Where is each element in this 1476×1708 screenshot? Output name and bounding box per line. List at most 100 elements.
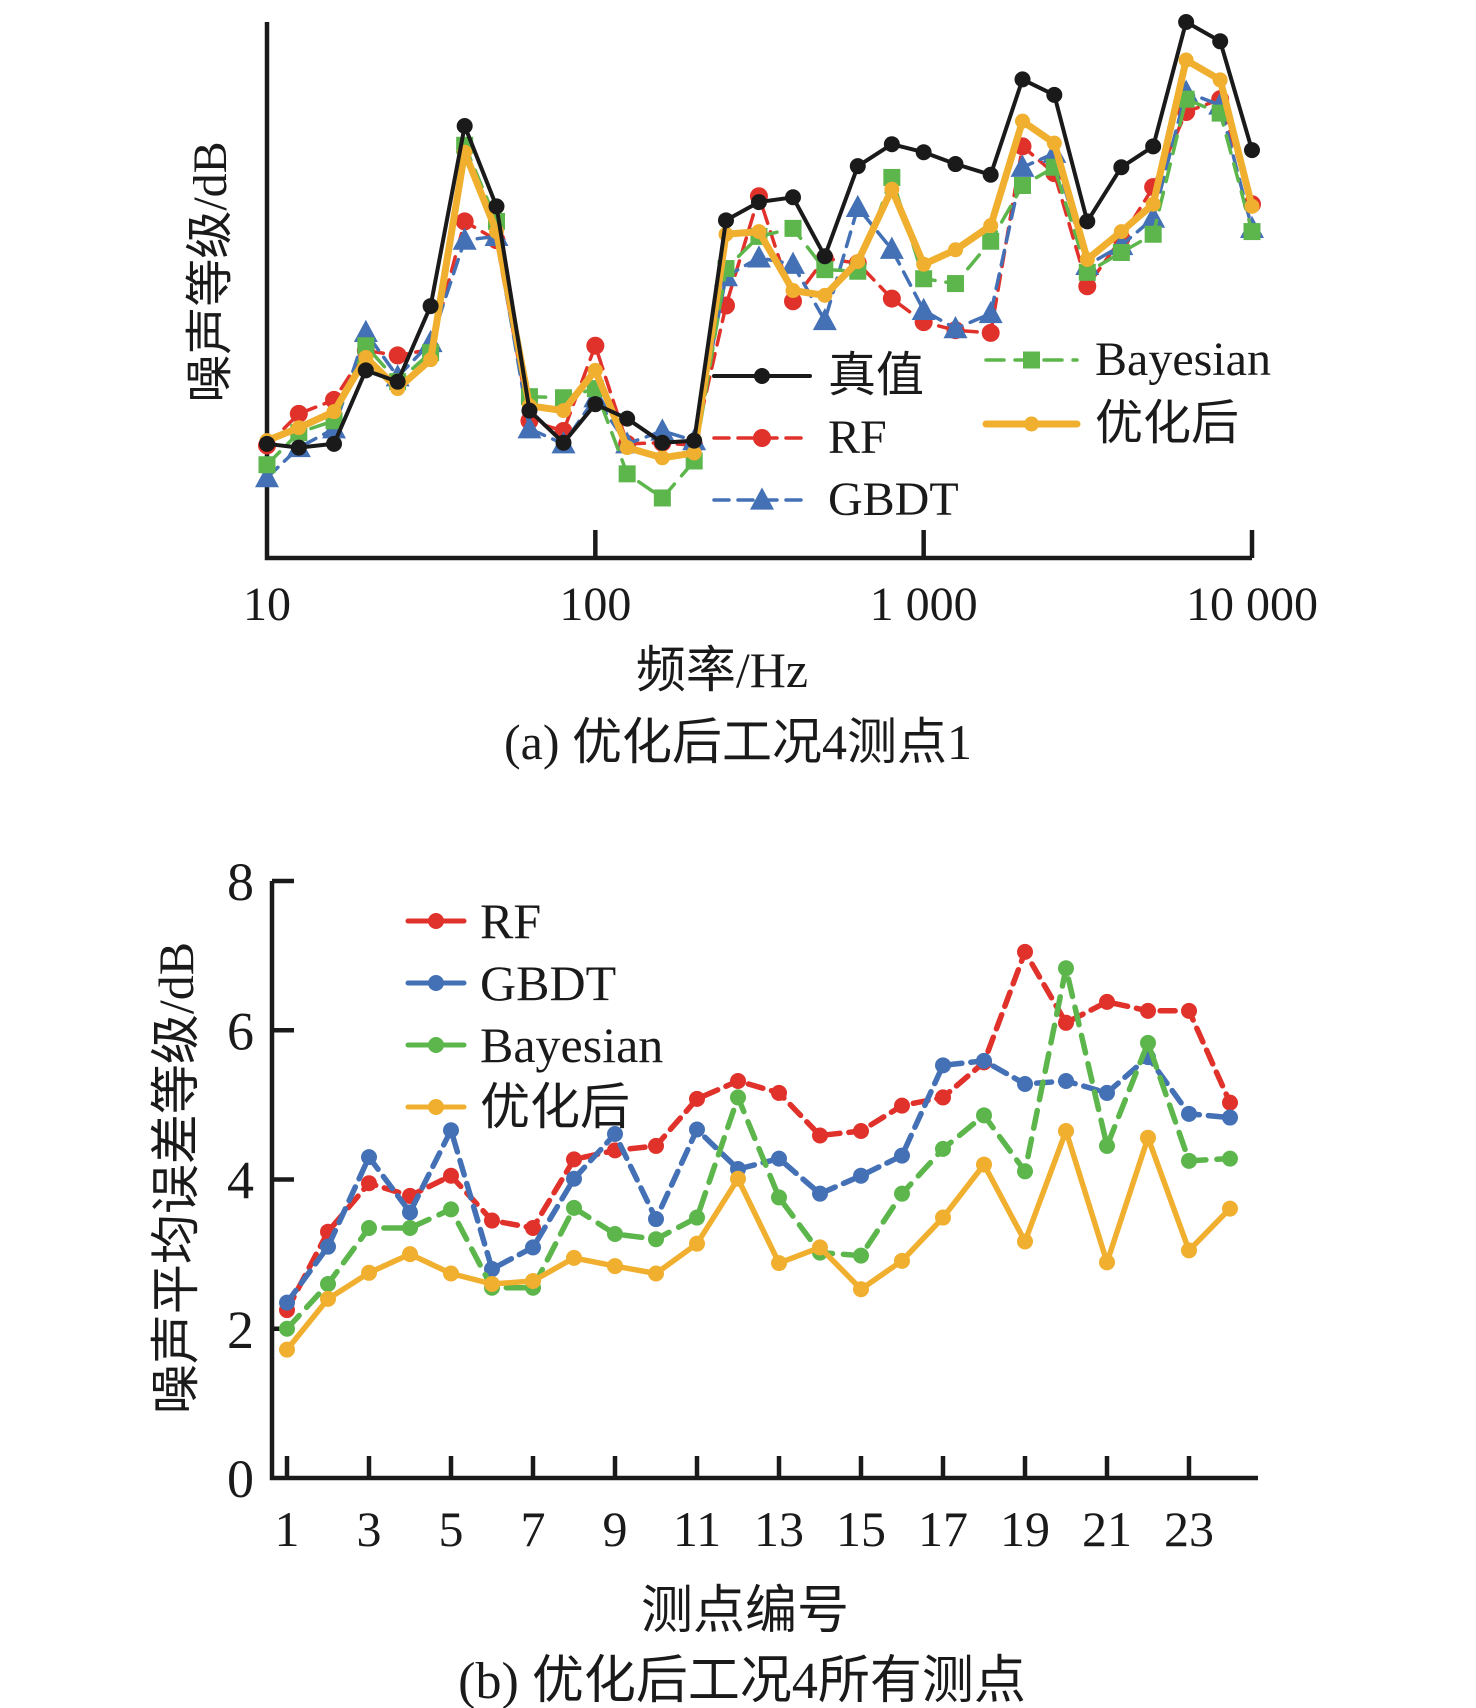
series-GBDT-marker [976, 1052, 992, 1069]
series-RF-marker [784, 292, 803, 311]
series-GBDT-marker [943, 315, 968, 339]
series-Bayesian-marker [771, 1189, 787, 1206]
series-真值-marker [1212, 33, 1229, 50]
legend-label: GBDT [828, 473, 959, 526]
series-优化后-marker [689, 1235, 705, 1252]
series-真值-marker [587, 396, 604, 413]
series-优化后-marker [983, 218, 999, 234]
panel-b-y-tick-label: 6 [227, 1001, 254, 1061]
series-RF-marker [1181, 1002, 1197, 1019]
legend-item-优化后: 优化后 [405, 1079, 663, 1135]
series-Bayesian-marker [1099, 1137, 1115, 1154]
series-Bayesian-marker [1112, 243, 1130, 261]
legend-item-Bayesian: Bayesian [984, 336, 1271, 384]
series-优化后-marker [894, 1252, 910, 1269]
series-GBDT-marker [525, 1239, 541, 1256]
legend-label: 优化后 [480, 1079, 630, 1135]
series-GBDT-marker [650, 418, 675, 441]
panel-a-x-axis-label: 频率/Hz [635, 642, 809, 698]
series-GBDT-marker [648, 1211, 664, 1228]
series-GBDT-marker [402, 1204, 418, 1221]
series-Bayesian-marker [894, 1185, 910, 1202]
series-优化后-marker [648, 1265, 664, 1282]
series-优化后-marker [1140, 1129, 1156, 1146]
series-RF-marker [484, 1212, 500, 1229]
series-GBDT-marker [978, 300, 1003, 324]
series-优化后-marker [884, 181, 900, 197]
panel-a-x-tick-label: 100 [559, 578, 631, 631]
panel-a-legend-column-1: 真值 RF GBDT [712, 352, 959, 524]
series-优化后-marker [443, 1265, 459, 1282]
series-优化后-marker [1099, 1254, 1115, 1271]
series-Bayesian-marker [946, 275, 964, 293]
panel-b-x-tick-label: 1 [275, 1501, 300, 1557]
series-优化后-marker [785, 283, 801, 299]
series-优化后-marker [1145, 196, 1161, 212]
legend-label: Bayesian [480, 1017, 664, 1073]
series-Bayesian-marker [1177, 90, 1195, 108]
series-优化后-marker [771, 1255, 787, 1272]
series-优化后-marker [947, 242, 963, 258]
panel-b-x-tick-label: 15 [836, 1501, 886, 1557]
series-RF-marker [812, 1127, 828, 1144]
series-真值-marker [1046, 86, 1063, 103]
series-GBDT-marker [746, 245, 771, 268]
panel-b-x-tick-label: 11 [673, 1501, 721, 1557]
series-Bayesian-marker [618, 465, 636, 483]
series-优化后-marker [1058, 1122, 1074, 1139]
series-Bayesian-marker [935, 1140, 951, 1157]
series-GBDT-marker [812, 307, 837, 331]
series-RF-marker [1140, 1002, 1156, 1019]
legend-marker-sample [428, 913, 444, 929]
legend-item-真值: 真值 [712, 352, 959, 400]
legend-item-Bayesian: Bayesian [405, 1017, 664, 1073]
series-优化后-marker [1222, 1200, 1238, 1217]
legend-item-GBDT: GBDT [405, 958, 663, 1008]
series-Bayesian-marker [357, 337, 375, 355]
series-Bayesian-marker [915, 270, 933, 288]
series-优化后-marker [484, 1275, 500, 1292]
series-优化后-marker [976, 1156, 992, 1173]
series-优化后-marker [654, 450, 670, 466]
series-真值-marker [555, 434, 572, 451]
series-RF-marker [443, 1167, 459, 1184]
series-GBDT-marker [1010, 154, 1035, 177]
series-GBDT-marker [1058, 1072, 1074, 1089]
series-RF-marker [455, 212, 474, 231]
series-GBDT-marker [1017, 1075, 1033, 1092]
panel-b-x-tick-label: 13 [754, 1501, 804, 1557]
series-优化后-line [284, 1128, 1233, 1353]
series-真值-marker [290, 439, 307, 456]
series-真值-marker [521, 402, 538, 419]
series-Bayesian-marker [1181, 1152, 1197, 1169]
series-Bayesian-marker [976, 1107, 992, 1124]
series-优化后-marker [1015, 113, 1031, 129]
series-真值-marker [1178, 14, 1195, 30]
series-GBDT-marker [353, 319, 378, 342]
series-Bayesian-marker [361, 1220, 377, 1237]
series-RF-marker [388, 346, 407, 365]
series-优化后-marker [730, 1170, 746, 1187]
series-真值-marker [456, 117, 473, 134]
series-RF-marker [361, 1175, 377, 1192]
series-RF-marker [1222, 1094, 1238, 1111]
panel-b-y-axis-label: 噪声平均误差等级/dB [148, 941, 204, 1415]
series-GBDT-marker [607, 1125, 623, 1142]
legend-marker-sample [750, 487, 774, 510]
series-真值-marker [947, 156, 964, 173]
legend-item-GBDT: GBDT [712, 476, 959, 524]
series-优化后-marker [1212, 72, 1228, 88]
series-优化后-marker [751, 224, 767, 240]
series-GBDT-marker [935, 1057, 951, 1074]
series-真值-marker [259, 435, 275, 452]
legend-marker-sample [1023, 351, 1040, 369]
series-真值-marker [326, 435, 343, 452]
series-优化后-marker [607, 1258, 623, 1275]
series-优化后-marker [320, 1290, 336, 1307]
series-RF-marker [525, 1220, 541, 1237]
series-真值-marker [1145, 138, 1162, 155]
series-GBDT-marker [361, 1149, 377, 1166]
series-优化后-marker [1046, 135, 1062, 151]
